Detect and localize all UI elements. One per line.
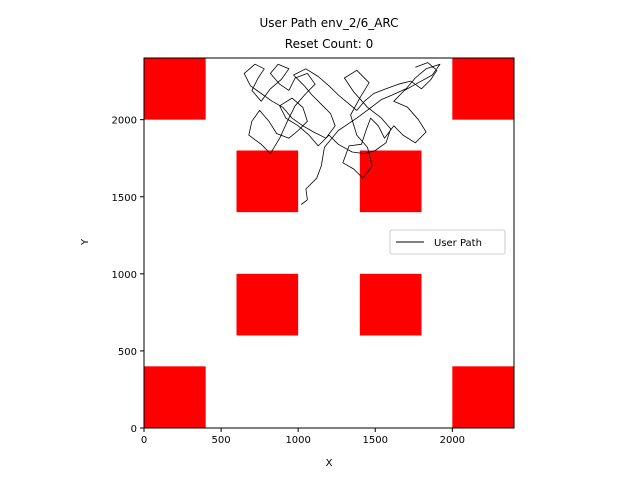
plot-area: 0 500 1000 1500 2000 0 500 1000 1500 2000 <box>112 57 515 446</box>
legend-box <box>389 229 506 255</box>
x-tick-label-1: 500 <box>212 435 231 446</box>
legend: User Path <box>389 229 506 255</box>
y-tick-label-1: 500 <box>118 347 137 358</box>
obstacle-rect-3 <box>359 150 422 213</box>
y-tick-label-3: 1500 <box>112 193 137 204</box>
x-tick-label-2: 1000 <box>285 435 310 446</box>
x-axis-label: X <box>326 458 333 469</box>
obstacle-rect-1 <box>452 58 514 120</box>
obstacle-rect-4 <box>236 273 299 336</box>
series-line-0 <box>243 62 441 205</box>
chart-subtitle: Reset Count: 0 <box>285 37 373 51</box>
plot-frame <box>143 57 515 429</box>
chart-title: User Path env_2/6_ARC <box>259 16 398 30</box>
obstacle-rect-6 <box>144 366 206 428</box>
obstacle-rect-0 <box>144 58 206 120</box>
legend-label: User Path <box>434 238 482 249</box>
obstacle-rect-2 <box>236 150 299 213</box>
obstacle-rect-7 <box>452 366 514 428</box>
x-tick-label-4: 2000 <box>440 435 465 446</box>
y-axis-label: Y <box>80 238 91 246</box>
x-tick-label-0: 0 <box>141 435 147 446</box>
x-tick-label-3: 1500 <box>363 435 388 446</box>
y-tick-label-2: 1000 <box>112 270 137 281</box>
y-tick-label-4: 2000 <box>112 116 137 127</box>
y-tick-label-0: 0 <box>131 424 137 435</box>
obstacle-rect-5 <box>359 273 422 336</box>
